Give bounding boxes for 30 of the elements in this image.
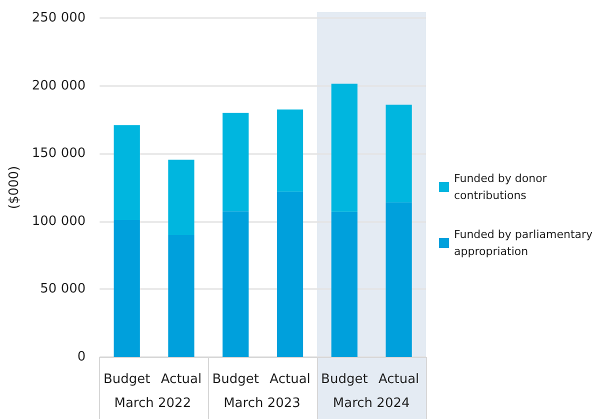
bar (331, 84, 358, 212)
x-tick-label: Budget (103, 372, 150, 387)
legend-label: Funded by parliamentary appropriation (454, 228, 596, 258)
bar (114, 125, 140, 220)
text: March 2023 (224, 396, 300, 411)
x-tick-label: Budget (212, 372, 260, 387)
y-tick-label: 250 000 (32, 10, 86, 26)
x-tick-label: Actual (378, 372, 420, 387)
x-tick-label: Budget (321, 372, 368, 387)
y-tick-label: 0 (77, 350, 86, 364)
bar (168, 234, 194, 357)
bar (222, 112, 249, 212)
y-axis-title: ($000) (7, 166, 22, 210)
text: March 2024 (332, 396, 410, 411)
bar (386, 104, 412, 202)
bar (331, 212, 358, 357)
y-tick-label: 100 000 (32, 214, 86, 229)
y-tick-label: 150 000 (32, 146, 86, 162)
legend-label: Funded by donor contributions (454, 172, 550, 202)
bar (168, 160, 194, 235)
text: March 2022 (114, 396, 192, 411)
bar (114, 220, 140, 357)
y-tick-label: 200 000 (32, 78, 86, 94)
bar (276, 192, 304, 357)
bar (222, 211, 249, 357)
x-tick-label: Actual (160, 372, 202, 387)
bar (386, 202, 412, 357)
bar (276, 110, 304, 192)
y-tick-label: 50 000 (40, 282, 86, 297)
x-tick-label: Actual (270, 372, 310, 387)
